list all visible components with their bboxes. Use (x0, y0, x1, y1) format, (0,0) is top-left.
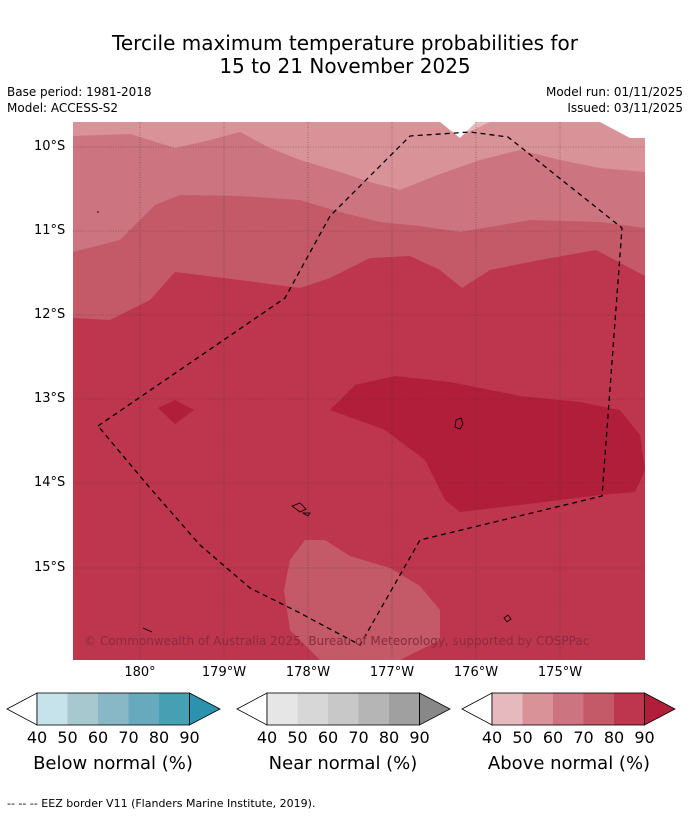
tick-label: 90 (409, 728, 430, 747)
tick-label: 60 (317, 728, 339, 747)
map-title-line-1: Tercile maximum temperature probabilitie… (112, 31, 578, 55)
tick-label: 50 (287, 728, 308, 747)
lon-label-177w: 177°W (369, 665, 415, 680)
lat-label-10s: 10°S (34, 139, 66, 154)
tick-label: 60 (87, 728, 109, 747)
lon-label-180: 180° (124, 665, 156, 680)
lat-label-13s: 13°S (34, 391, 66, 406)
tick-label: 40 (26, 728, 48, 747)
lon-label-175w: 175°W (537, 665, 583, 680)
map-title-line-2: 15 to 21 November 2025 (219, 54, 471, 78)
core-90-plus (330, 376, 645, 512)
tick-label: 80 (148, 728, 170, 747)
colorbar-near-normal (236, 692, 451, 726)
tick-label: 60 (542, 728, 564, 747)
island-futuna (291, 502, 307, 513)
island-alofi (301, 512, 311, 517)
island-wallis (454, 417, 464, 430)
colorbar-above-normal (461, 692, 676, 726)
lon-label-179w: 179°W (201, 665, 247, 680)
issued-date: Issued: 03/11/2025 (567, 101, 683, 115)
lat-label-15s: 15°S (34, 560, 66, 575)
tick-label: 90 (179, 728, 200, 747)
lon-label-176w: 176°W (453, 665, 499, 680)
map-top-corner (600, 122, 645, 138)
longitude-gridlines (139, 122, 561, 660)
tick-label: 70 (348, 728, 369, 747)
band-50-60 (73, 122, 645, 190)
island-west (142, 627, 153, 633)
tick-label: 40 (481, 728, 503, 747)
colorbar-below-title: Below normal (%) (33, 753, 193, 774)
core-90-small (158, 400, 194, 424)
tick-label: 80 (378, 728, 400, 747)
colorbar-below-normal (6, 692, 221, 726)
colorbars (6, 692, 676, 726)
tick-label: 70 (573, 728, 594, 747)
lat-label-14s: 14°S (34, 475, 66, 490)
island-north-dot (97, 211, 99, 213)
eez-footnote: -- -- -- EEZ border V11 (Flanders Marine… (7, 797, 316, 810)
model-name: Model: ACCESS-S2 (7, 101, 119, 115)
eez-border (97, 131, 623, 646)
lat-label-12s: 12°S (34, 307, 66, 322)
map-plot-area (73, 122, 645, 660)
base-period: Base period: 1981-2018 (7, 85, 152, 99)
patch-70-80-south (284, 540, 440, 660)
model-run: Model run: 01/11/2025 (545, 85, 683, 99)
tick-label: 90 (634, 728, 655, 747)
colorbar-near-title: Near normal (%) (268, 753, 418, 774)
lon-label-178w: 178°W (285, 665, 331, 680)
tick-label: 50 (512, 728, 533, 747)
island-niuafoou (503, 614, 512, 623)
tick-label: 70 (118, 728, 139, 747)
tick-label: 50 (57, 728, 78, 747)
probability-map: © Commonwealth of Australia 2025, Bureau… (73, 122, 645, 660)
copyright-notice: © Commonwealth of Australia 2025, Bureau… (84, 634, 589, 648)
tick-label: 80 (603, 728, 625, 747)
latitude-gridlines (73, 146, 645, 569)
tick-label: 40 (256, 728, 278, 747)
map-top-notch (440, 122, 476, 138)
colorbar-above-title: Above normal (%) (487, 753, 651, 774)
lat-label-11s: 11°S (34, 223, 66, 238)
